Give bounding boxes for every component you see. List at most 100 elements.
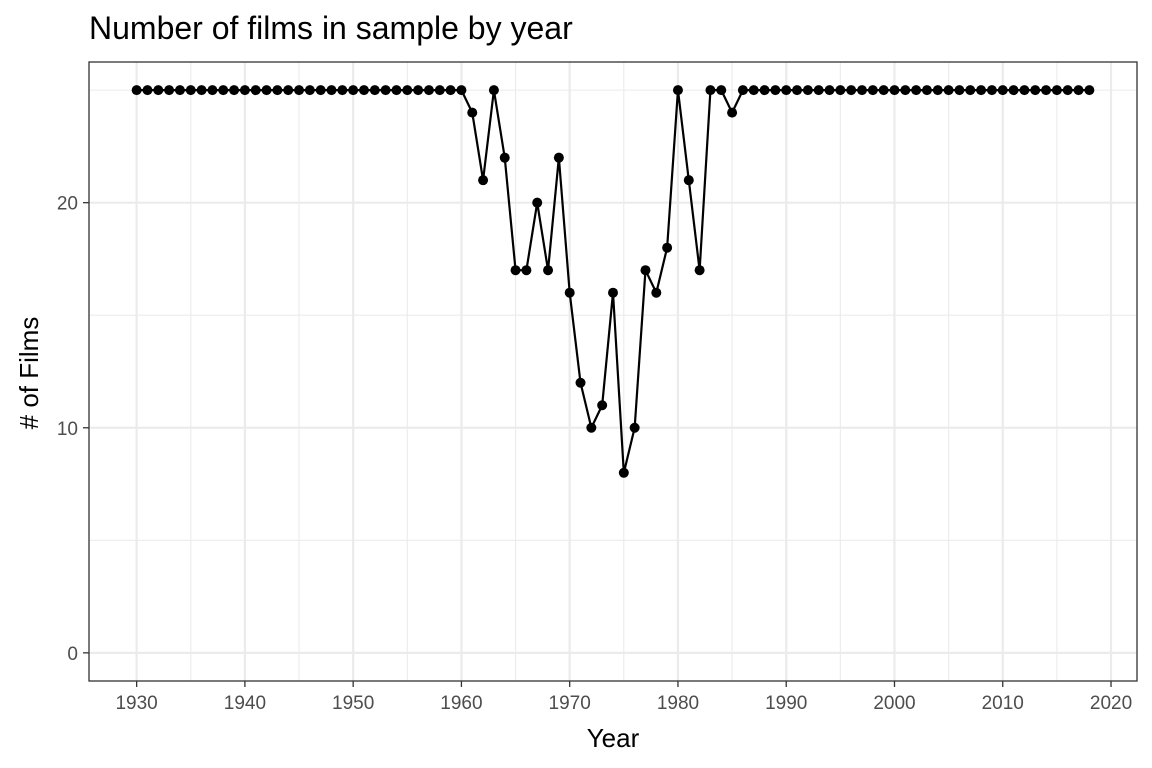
data-point bbox=[770, 85, 781, 96]
data-point bbox=[456, 85, 467, 96]
data-point bbox=[294, 85, 305, 96]
series-line bbox=[136, 89, 1090, 474]
x-tick-label: 1930 bbox=[115, 693, 157, 714]
data-point bbox=[997, 85, 1008, 96]
x-tick-label: 1980 bbox=[657, 693, 699, 714]
data-point bbox=[326, 85, 337, 96]
data-point bbox=[651, 287, 662, 298]
data-point bbox=[369, 85, 380, 96]
data-point bbox=[1062, 85, 1073, 96]
data-point bbox=[911, 85, 922, 96]
data-point bbox=[965, 85, 976, 96]
x-tick-label: 1990 bbox=[765, 693, 807, 714]
plot-panel bbox=[88, 61, 1138, 682]
y-tick-label: 10 bbox=[57, 419, 78, 440]
data-point bbox=[921, 85, 932, 96]
data-point bbox=[878, 85, 889, 96]
x-tick-label: 2010 bbox=[982, 693, 1024, 714]
data-point bbox=[889, 85, 900, 96]
data-point bbox=[196, 85, 207, 96]
data-point bbox=[792, 85, 803, 96]
data-point bbox=[283, 85, 294, 96]
data-point bbox=[597, 400, 608, 411]
data-point bbox=[954, 85, 965, 96]
minor-gridlines bbox=[89, 62, 1137, 681]
data-point bbox=[499, 152, 510, 163]
data-point bbox=[824, 85, 835, 96]
x-axis: 1930 1940 1950 1960 1970 1980 1990 2000 2010 2020 bbox=[115, 681, 1132, 714]
x-tick-label: 2000 bbox=[873, 693, 915, 714]
data-point bbox=[272, 85, 283, 96]
data-point bbox=[337, 85, 348, 96]
data-point bbox=[380, 85, 391, 96]
data-point bbox=[748, 85, 759, 96]
data-point bbox=[445, 85, 456, 96]
data-point bbox=[467, 107, 478, 118]
y-tick-label: 0 bbox=[67, 644, 78, 665]
data-point bbox=[131, 85, 142, 96]
data-point bbox=[488, 85, 499, 96]
data-point bbox=[164, 85, 175, 96]
data-point bbox=[943, 85, 954, 96]
data-point bbox=[1051, 85, 1062, 96]
y-tick-label: 20 bbox=[57, 194, 78, 215]
data-point bbox=[781, 85, 792, 96]
data-point bbox=[857, 85, 868, 96]
data-point bbox=[564, 287, 575, 298]
major-gridlines bbox=[89, 62, 1137, 681]
data-point bbox=[532, 197, 543, 208]
x-tick-label: 1960 bbox=[440, 693, 482, 714]
data-point bbox=[759, 85, 770, 96]
data-point bbox=[261, 85, 272, 96]
x-axis-title: Year bbox=[587, 723, 640, 753]
data-point bbox=[142, 85, 153, 96]
data-point bbox=[185, 85, 196, 96]
data-point bbox=[478, 175, 489, 186]
data-point bbox=[662, 242, 673, 253]
data-point bbox=[900, 85, 911, 96]
data-point bbox=[629, 422, 640, 433]
data-point bbox=[618, 467, 629, 478]
data-point bbox=[813, 85, 824, 96]
data-point bbox=[976, 85, 987, 96]
data-point bbox=[835, 85, 846, 96]
data-point bbox=[553, 152, 564, 163]
data-point bbox=[391, 85, 402, 96]
data-point bbox=[239, 85, 250, 96]
chart-title: Number of films in sample by year bbox=[89, 10, 573, 46]
data-point bbox=[727, 107, 738, 118]
data-point bbox=[358, 85, 369, 96]
data-point bbox=[608, 287, 618, 298]
data-point bbox=[304, 85, 315, 96]
data-point bbox=[1008, 85, 1019, 96]
x-tick-label: 1950 bbox=[332, 693, 374, 714]
data-point bbox=[737, 85, 748, 96]
x-tick-label: 2020 bbox=[1090, 693, 1132, 714]
data-point bbox=[543, 265, 554, 276]
data-point bbox=[932, 85, 943, 96]
x-tick-label: 1940 bbox=[224, 693, 266, 714]
y-axis: 0 10 20 bbox=[57, 194, 89, 665]
data-point bbox=[694, 265, 705, 276]
data-point bbox=[402, 85, 413, 96]
data-point bbox=[315, 85, 326, 96]
data-point bbox=[521, 265, 532, 276]
data-point bbox=[510, 265, 521, 276]
data-point bbox=[1019, 85, 1030, 96]
data-point bbox=[1084, 85, 1095, 96]
data-point bbox=[174, 85, 185, 96]
data-point bbox=[586, 422, 597, 433]
data-point bbox=[716, 85, 727, 96]
data-point bbox=[986, 85, 997, 96]
data-point bbox=[207, 85, 218, 96]
y-axis-title: # of Films bbox=[14, 317, 44, 430]
data-point bbox=[229, 85, 240, 96]
data-point bbox=[1041, 85, 1052, 96]
data-point bbox=[672, 85, 683, 96]
data-point bbox=[640, 265, 651, 276]
data-point bbox=[250, 85, 261, 96]
panel-border bbox=[88, 61, 1138, 682]
data-point bbox=[413, 85, 424, 96]
data-point bbox=[423, 85, 434, 96]
